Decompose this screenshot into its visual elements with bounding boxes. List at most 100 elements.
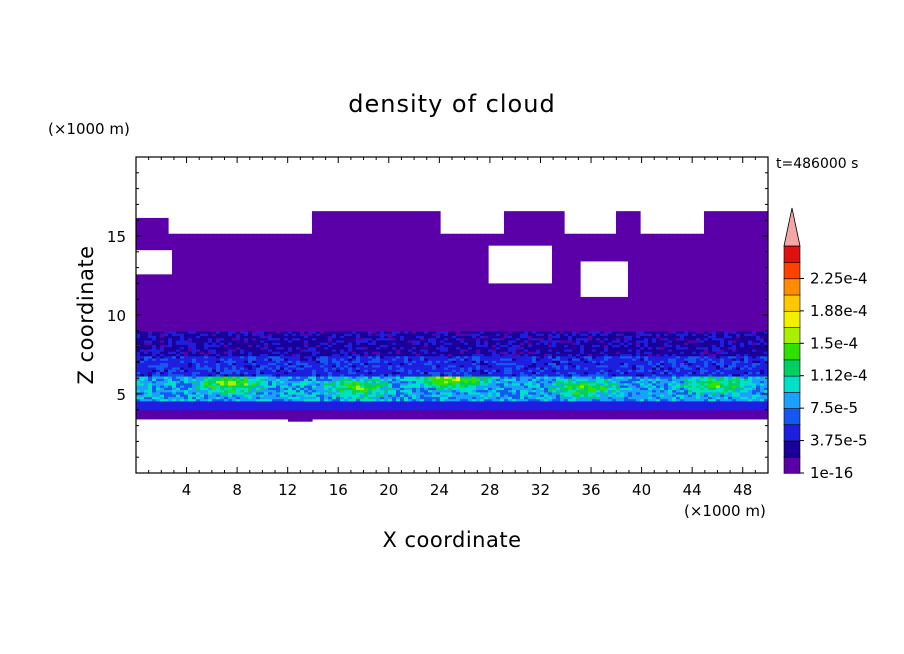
contour-cell [160,299,165,303]
contour-cell [280,238,285,242]
contour-cell [304,236,309,239]
contour-cell [308,294,313,298]
contour-cell [260,333,265,336]
contour-cell [232,389,237,393]
contour-cell [260,360,265,363]
contour-cell [308,321,313,325]
contour-cell [216,394,221,397]
contour-cell [316,380,321,384]
contour-cell [280,263,285,266]
contour-cell [316,394,321,397]
contour-cell [272,326,277,330]
contour-cell [248,339,253,343]
contour-cell [156,305,161,309]
contour-cell [304,247,309,251]
contour-cell [140,317,145,321]
contour-cell [140,362,145,366]
contour-cell [340,369,345,373]
contour-cell [220,236,225,239]
contour-cell [268,387,273,391]
contour-cell [272,283,277,287]
contour-cell [244,348,249,352]
contour-cell [264,357,269,361]
contour-cell [312,265,317,269]
contour-cell [320,236,325,239]
contour-cell [324,384,329,388]
contour-cell [228,400,233,404]
contour-cell [200,278,205,282]
contour-cell [248,380,253,384]
contour-cell [216,348,221,352]
contour-cell [272,414,277,418]
contour-cell [264,238,269,242]
contour-cell [248,292,253,296]
contour-cell [240,251,245,255]
contour-cell [280,283,285,287]
contour-cell [264,240,269,244]
contour-cell [312,366,317,370]
contour-cell [168,328,173,332]
contour-cell [144,335,149,339]
contour-cell [144,346,149,350]
contour-cell [216,339,221,343]
contour-cell [136,344,141,348]
contour-cell [192,278,197,282]
contour-cell [224,236,229,239]
contour-cell [148,278,153,282]
contour-cell [280,287,285,291]
contour-cell [340,389,345,393]
contour-cell [252,294,257,298]
contour-cell [264,362,269,366]
contour-cell [144,394,149,397]
contour-cell [300,236,305,239]
contour-cell [240,249,245,253]
contour-cell [296,389,301,393]
contour-cell [344,357,349,361]
contour-cell [164,353,169,357]
contour-cell [332,258,337,262]
contour-cell [236,330,241,334]
contour-cell [252,287,257,291]
contour-cell [272,238,277,242]
contour-cell [272,245,277,248]
contour-cell [180,245,185,248]
contour-cell [244,391,249,395]
contour-cell [224,269,229,273]
contour-cell [204,353,209,357]
contour-cell [140,224,145,228]
contour-cell [284,287,289,291]
contour-cell [220,260,225,264]
contour-cell [324,380,329,384]
contour-cell [192,310,197,314]
contour-cell [332,416,337,420]
contour-cell [316,281,321,284]
contour-cell [136,407,141,411]
contour-cell [308,348,313,352]
contour-cell [260,403,265,406]
contour-cell [328,319,333,323]
contour-cell [196,380,201,384]
contour-cell [320,231,325,235]
contour-cell [256,299,261,303]
contour-cell [316,339,321,343]
contour-cell [156,285,161,289]
contour-cell [180,296,185,300]
contour-cell [160,355,165,359]
contour-cell [156,375,161,379]
contour-cell [160,333,165,336]
contour-cell [244,290,249,294]
contour-cell [184,285,189,289]
contour-cell [204,360,209,363]
contour-cell [292,236,297,239]
contour-cell [304,353,309,357]
contour-cell [296,265,301,269]
contour-cell [340,312,345,316]
contour-cell [308,254,313,257]
contour-cell [156,360,161,363]
contour-cell [280,299,285,303]
contour-cell [284,308,289,312]
contour-cell [156,380,161,384]
contour-cell [212,364,217,368]
contour-cell [148,217,153,221]
contour-cell [184,245,189,248]
